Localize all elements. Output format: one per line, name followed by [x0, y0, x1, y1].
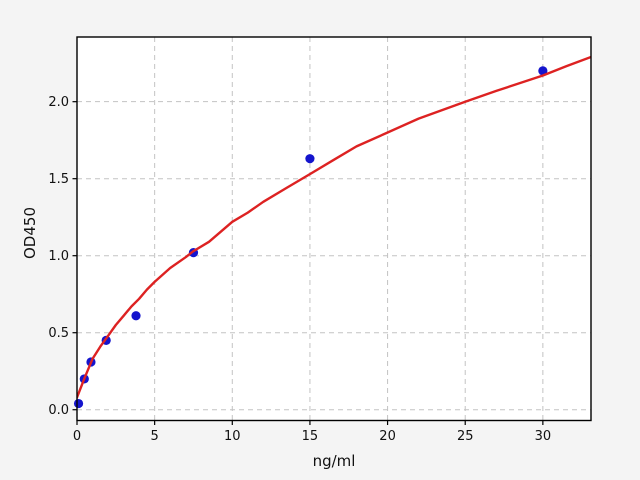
data-point: [131, 311, 141, 321]
data-point: [73, 398, 84, 409]
x-tick-label: 25: [457, 429, 474, 444]
data-point: [538, 66, 548, 76]
x-tick-label: 15: [302, 429, 319, 444]
y-axis-label: OD450: [21, 207, 39, 259]
fit-curve: [77, 55, 591, 399]
y-tick-label: 0.0: [48, 403, 69, 418]
y-tick-label: 1.0: [48, 249, 69, 264]
x-tick-label: 30: [535, 429, 552, 444]
x-tick-label: 5: [151, 429, 159, 444]
plot-border: [76, 36, 592, 422]
data-point: [305, 154, 315, 164]
x-tick-label: 10: [224, 429, 241, 444]
y-tick-label: 1.5: [48, 172, 69, 187]
x-tick-label: 20: [379, 429, 396, 444]
y-tick-label: 2.0: [48, 95, 69, 110]
x-axis-label: ng/ml: [312, 452, 356, 470]
x-tick-label: 0: [73, 429, 81, 444]
y-tick-label: 0.5: [48, 326, 69, 341]
plot-area: [77, 37, 591, 421]
